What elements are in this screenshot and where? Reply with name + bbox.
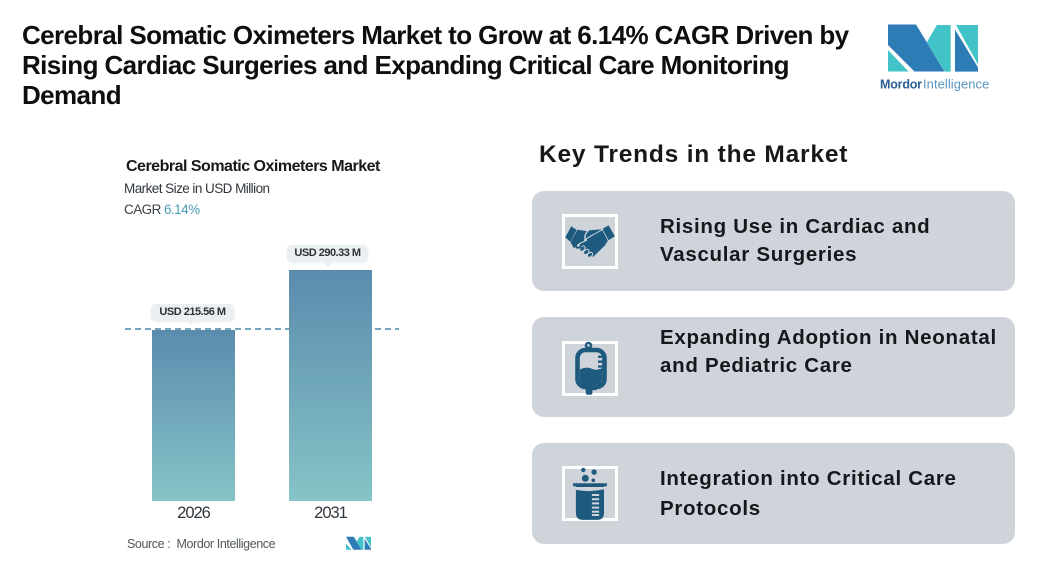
svg-text:Intelligence: Intelligence <box>923 77 989 92</box>
svg-text:Mordor: Mordor <box>880 78 922 92</box>
